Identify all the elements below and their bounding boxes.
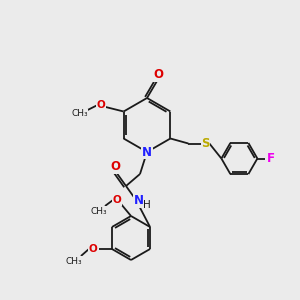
Text: S: S — [201, 137, 210, 150]
Text: O: O — [153, 68, 163, 82]
Text: CH₃: CH₃ — [66, 256, 82, 266]
Text: CH₃: CH₃ — [71, 109, 88, 118]
Text: N: N — [142, 146, 152, 158]
Text: O: O — [88, 244, 97, 254]
Text: H: H — [143, 200, 151, 210]
Text: O: O — [110, 160, 120, 173]
Text: CH₃: CH₃ — [91, 206, 107, 215]
Text: N: N — [134, 194, 144, 208]
Text: F: F — [266, 152, 274, 165]
Text: O: O — [112, 195, 122, 205]
Text: O: O — [96, 100, 105, 110]
